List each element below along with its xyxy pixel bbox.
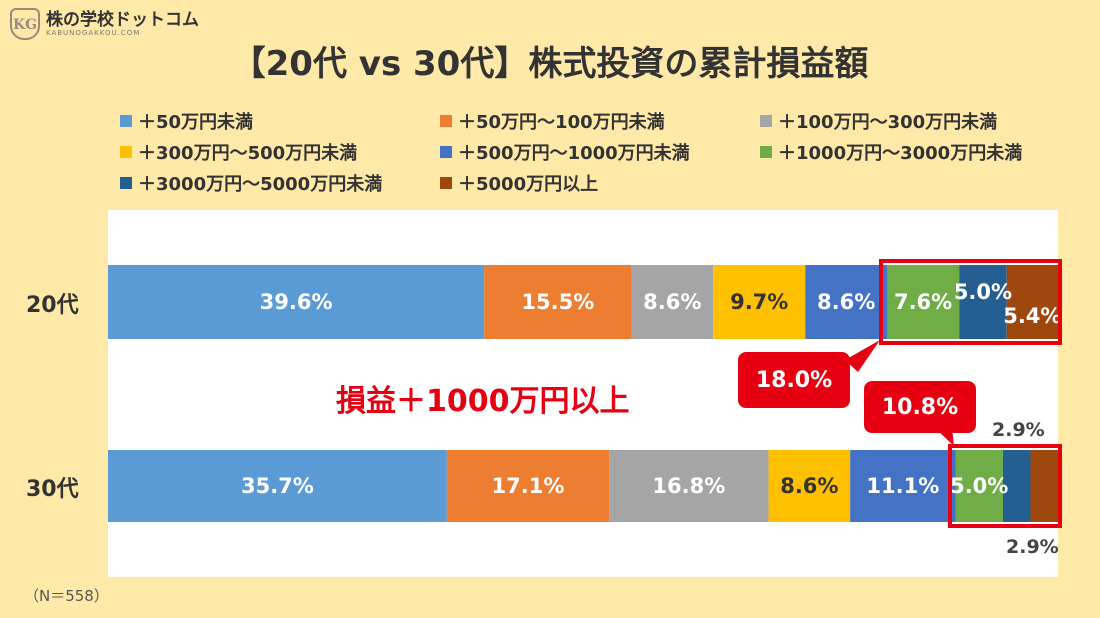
bar-segment [959,265,1007,339]
legend-item: ＋500万円～1000万円未満 [440,139,690,165]
bar-value-label: 17.1% [491,474,565,498]
legend-label: ＋500万円～1000万円未満 [458,143,690,164]
bar-value-label: 8.6% [643,290,702,314]
legend-label: ＋1000万円～3000万円未満 [778,143,1023,164]
legend-swatch [440,177,452,189]
legend-label: ＋3000万円～5000万円未満 [138,174,383,195]
bar-value-label: 16.8% [652,474,726,498]
legend-swatch [120,115,132,127]
legend-label: ＋50万円未満 [138,112,254,133]
category-label: 20代 [26,293,79,318]
legend-label: ＋5000万円以上 [458,174,599,195]
callout-badge: 18.0% [738,352,850,408]
chart-title: 【20代 vs 30代】株式投資の累計損益額 [231,44,869,84]
bar-segment [1030,450,1058,522]
bar-segment [631,265,714,339]
legend-item: ＋50万円未満 [120,108,253,134]
legend-item: ＋50万円～100万円未満 [440,108,665,134]
legend-swatch [760,146,772,158]
bar-segment [805,265,887,339]
bar-segment [887,265,960,339]
bar-value-label: 8.6% [780,474,839,498]
bar-value-label: 11.1% [866,474,940,498]
bar-segment [1006,265,1058,339]
logo-mark-icon: KG [10,8,40,40]
legend-swatch [440,146,452,158]
bar-value-label: 35.7% [240,474,314,498]
bar-value-label: 8.6% [817,290,876,314]
bar-segment [108,450,447,522]
bar-segment [850,450,956,522]
brand-sub: KABUNOGAKKOU.COM [46,29,141,37]
bar-value-label: 15.5% [521,290,595,314]
bar-segment [955,450,1003,522]
legend-swatch [120,177,132,189]
annotation-text: 損益＋1000万円以上 [336,384,630,419]
bar-segment [609,450,769,522]
bar-value-label: 5.0% [953,280,1013,304]
bar-segment [768,450,851,522]
bar-value-label-outside: 2.9% [1006,536,1059,558]
bar-value-label: 7.6% [893,290,953,314]
legend-label: ＋100万円～300万円未満 [778,112,998,133]
legend-item: ＋300万円～500万円未満 [120,139,357,165]
legend-item: ＋1000万円～3000万円未満 [760,139,1022,165]
legend-swatch [760,115,772,127]
legend-swatch [120,146,132,158]
bar-value-label: 39.6% [259,290,333,314]
bar-segment [446,450,610,522]
bar-value-label: 9.7% [730,290,789,314]
legend-item: ＋3000万円～5000万円未満 [120,170,382,196]
legend-label: ＋300万円～500万円未満 [138,143,358,164]
legend-swatch [440,115,452,127]
highlight-box [947,444,1062,528]
bar-segment [484,265,632,339]
brand-name: 株の学校ドットコム [46,10,199,30]
brand-logo: KG 株の学校ドットコム KABUNOGAKKOU.COM [10,8,199,40]
legend-item: ＋100万円～300万円未満 [760,108,997,134]
highlight-box [879,259,1062,345]
bar-segment [1002,450,1031,522]
sample-size-note: （N＝558） [24,587,109,605]
legend-item: ＋5000万円以上 [440,170,598,196]
bar-value-label: 5.4% [1003,304,1062,328]
callout-badge: 10.8% [864,381,976,433]
bar-value-label: 5.0% [950,474,1009,498]
bar-segment [713,265,806,339]
category-label: 30代 [26,477,79,502]
callout-pointer [845,340,880,372]
bar-value-label-outside: 2.9% [992,419,1045,441]
legend-label: ＋50万円～100万円未満 [458,112,665,133]
bar-segment [108,265,485,339]
